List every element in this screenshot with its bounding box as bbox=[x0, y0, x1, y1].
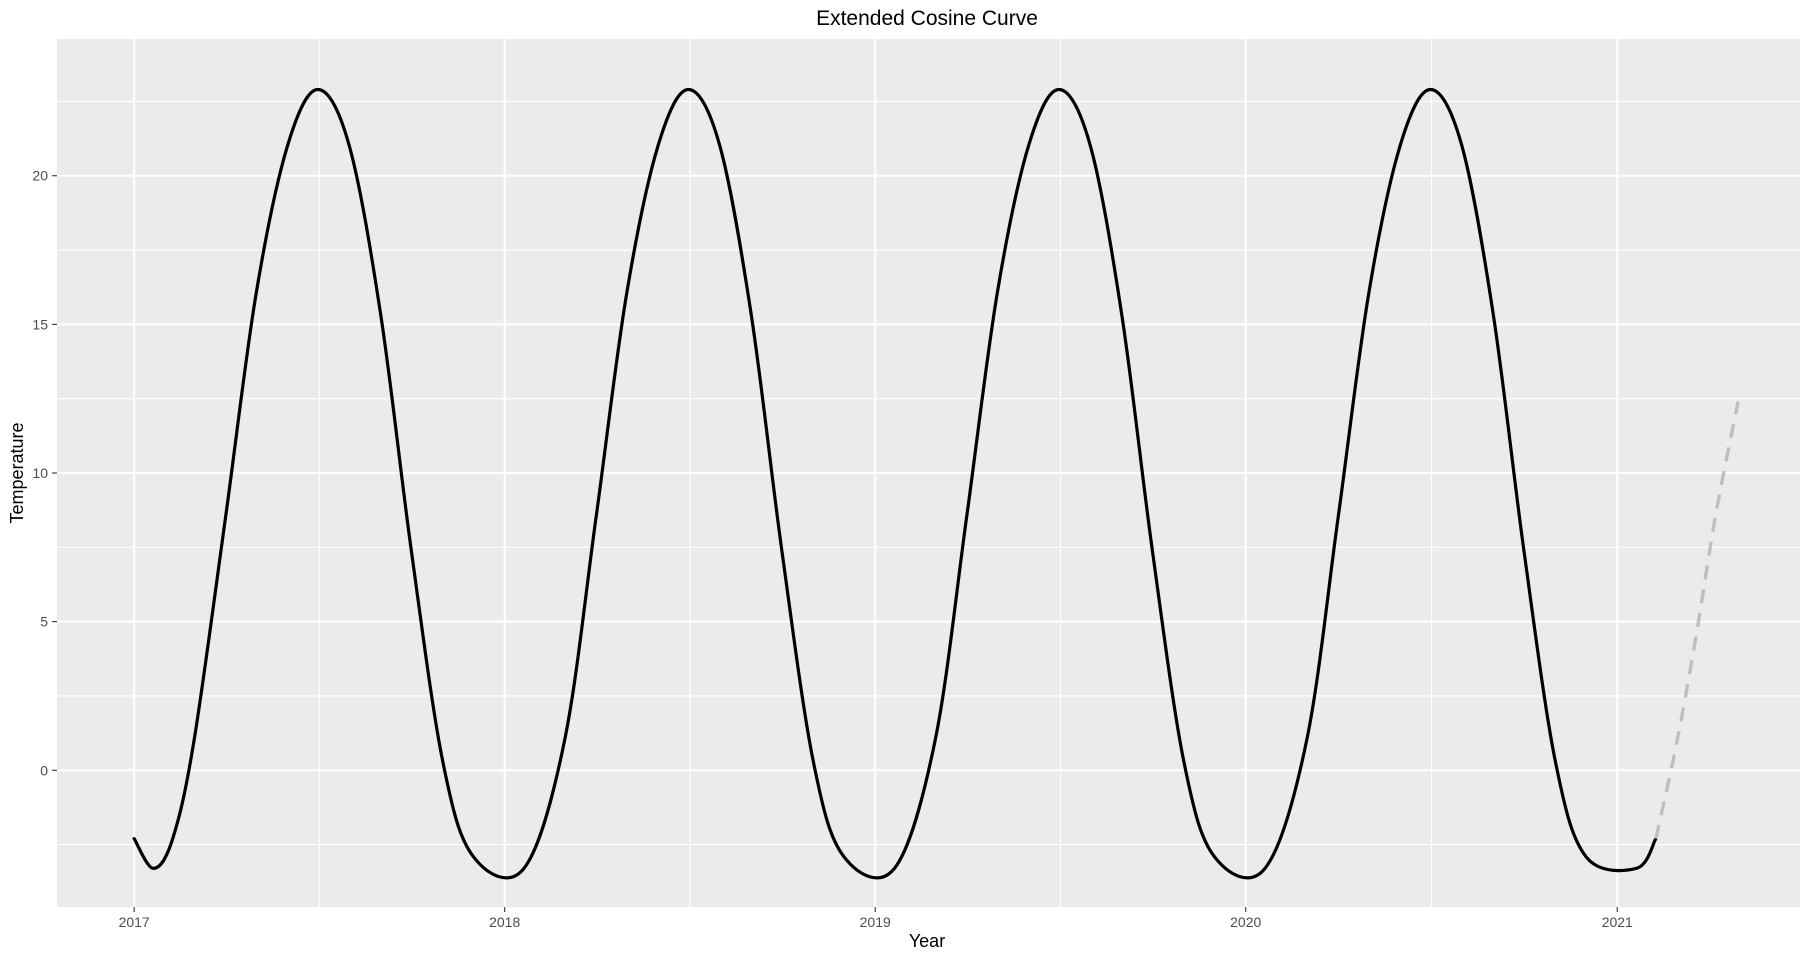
x-tick-label: 2020 bbox=[1230, 914, 1261, 930]
y-axis-title: Temperature bbox=[7, 422, 27, 523]
series-layer bbox=[132, 87, 1740, 880]
dashed-series-line bbox=[1654, 401, 1740, 839]
y-tick-label: 20 bbox=[32, 168, 48, 184]
x-tick-label: 2018 bbox=[489, 914, 520, 930]
axis-ticks bbox=[52, 175, 1618, 912]
x-tick-label: 2017 bbox=[119, 914, 150, 930]
y-tick-label: 0 bbox=[40, 762, 48, 778]
y-axis-tick-labels: 0 5 10 15 20 bbox=[32, 168, 48, 779]
y-tick-label: 10 bbox=[32, 465, 48, 481]
y-tick-label: 15 bbox=[32, 316, 48, 332]
chart-title: Extended Cosine Curve bbox=[816, 7, 1038, 30]
solid-series-line bbox=[132, 87, 1658, 880]
y-tick-label: 5 bbox=[40, 614, 48, 630]
x-axis-title: Year bbox=[909, 931, 945, 951]
x-tick-label: 2021 bbox=[1602, 914, 1633, 930]
x-tick-label: 2019 bbox=[860, 914, 891, 930]
x-axis-tick-labels: 2017 2018 2019 2020 2021 bbox=[119, 914, 1633, 930]
